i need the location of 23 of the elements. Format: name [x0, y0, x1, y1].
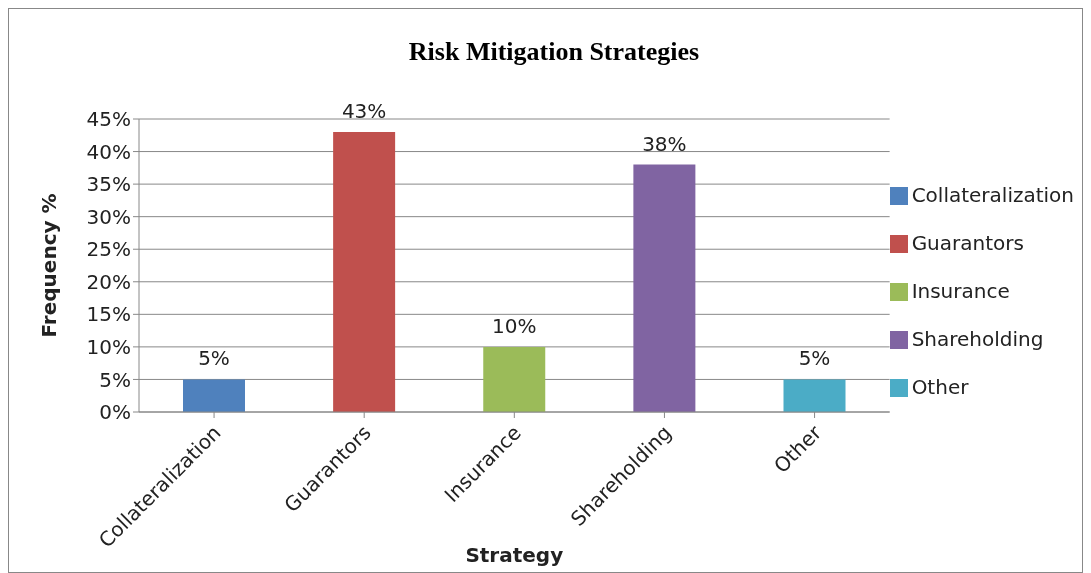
y-tick-label: 25% — [86, 237, 131, 262]
chart-title: Risk Mitigation Strategies — [407, 37, 701, 67]
y-tick-label: 45% — [86, 107, 131, 132]
y-tick-label: 5% — [99, 367, 131, 392]
y-tick-label: 10% — [86, 334, 131, 359]
y-tick-label: 30% — [86, 204, 131, 229]
data-label: 5% — [798, 346, 831, 371]
data-label: 5% — [198, 346, 230, 371]
legend-label: Collateralization — [911, 182, 1074, 207]
data-label: 10% — [492, 313, 537, 338]
data-label: 38% — [642, 131, 687, 156]
y-axis-title: Frequency % — [37, 193, 62, 338]
y-tick-label: 0% — [99, 400, 131, 425]
y-tick-label: 20% — [86, 269, 131, 294]
legend-label: Insurance — [911, 278, 1010, 303]
y-tick-label: 40% — [86, 139, 131, 164]
y-tick-label: 15% — [86, 302, 131, 327]
legend-label: Guarantors — [911, 230, 1024, 255]
data-label: 43% — [341, 99, 387, 124]
legend-label: Shareholding — [911, 326, 1044, 351]
y-tick-label: 35% — [86, 172, 131, 197]
x-axis-title: Strategy — [465, 543, 564, 567]
legend-label: Other — [911, 374, 969, 399]
